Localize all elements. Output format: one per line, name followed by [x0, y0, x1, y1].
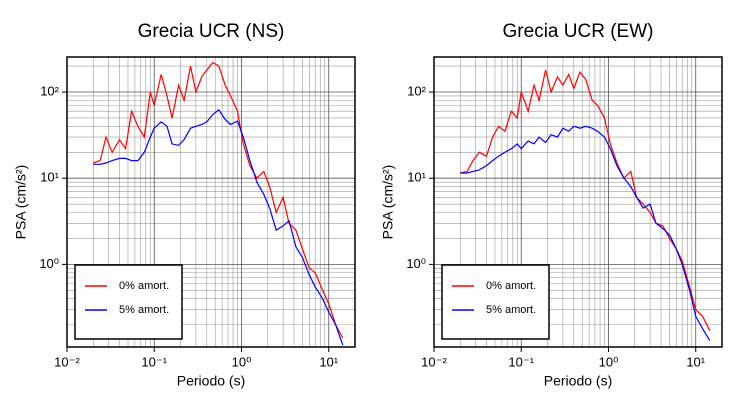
x-tick-label: 10⁰ — [232, 354, 252, 369]
x-tick-label: 10⁻² — [421, 354, 447, 369]
y-tick-label: 10² — [407, 83, 426, 98]
x-tick-label: 10¹ — [319, 354, 338, 369]
series-line — [93, 109, 344, 346]
chart-title: Grecia UCR (NS) — [138, 21, 285, 42]
x-tick-label: 10⁻¹ — [508, 354, 534, 369]
legend-box — [441, 264, 550, 340]
legend-label: 5% amort. — [486, 304, 536, 316]
legend-label: 0% amort. — [119, 280, 169, 292]
y-tick-label: 10⁰ — [406, 256, 426, 271]
legend-label: 5% amort. — [119, 304, 169, 316]
y-tick-label: 10¹ — [40, 170, 59, 185]
series-line — [93, 61, 344, 339]
x-tick-label: 10⁻¹ — [141, 354, 167, 369]
x-tick-label: 10⁰ — [599, 354, 619, 369]
x-axis-label: Periodo (s) — [177, 373, 245, 389]
plot-frame — [433, 56, 723, 348]
chart-title: Grecia UCR (EW) — [503, 21, 654, 42]
y-tick-label: 10² — [40, 83, 59, 98]
y-tick-label: 10⁰ — [39, 256, 59, 271]
y-axis-label: PSA (cm/s²) — [13, 165, 29, 240]
y-axis-label: PSA (cm/s²) — [380, 165, 396, 240]
legend-label: 0% amort. — [486, 280, 536, 292]
y-tick-label: 10¹ — [407, 170, 426, 185]
x-axis-label: Periodo (s) — [544, 373, 612, 389]
plot-frame — [66, 56, 356, 348]
legend: 0% amort. 5% amort. — [74, 264, 183, 340]
legend: 0% amort. 5% amort. — [441, 264, 550, 340]
x-tick-label: 10¹ — [686, 354, 705, 369]
x-tick-label: 10⁻² — [54, 354, 80, 369]
series-line — [460, 125, 711, 342]
legend-box — [74, 264, 183, 340]
